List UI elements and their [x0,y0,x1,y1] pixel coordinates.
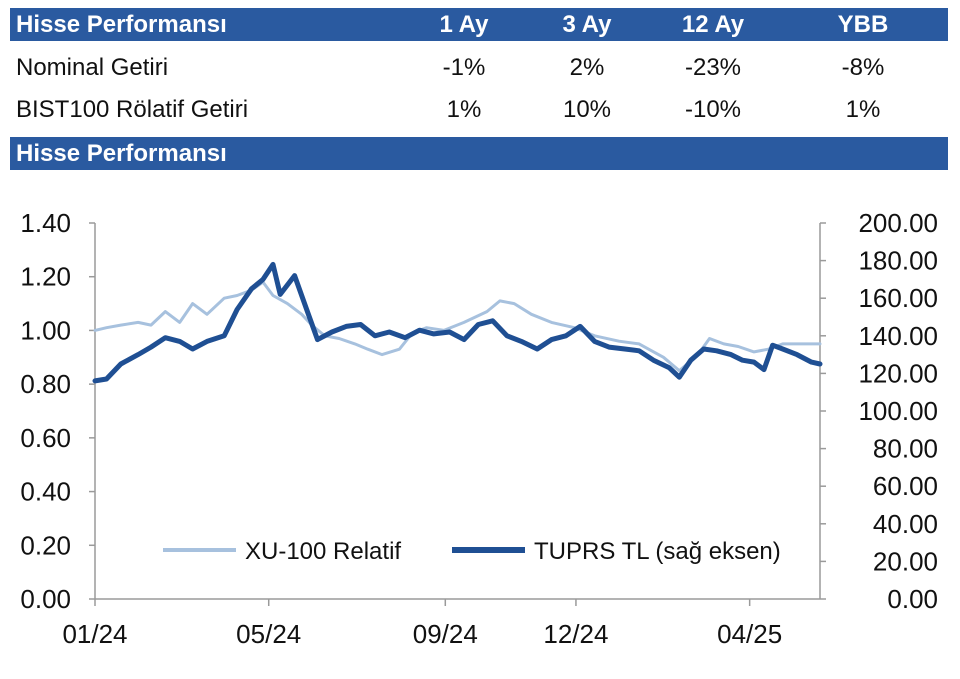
right-tick-label: 140.00 [858,321,938,351]
row-label: Nominal Getiri [16,54,169,81]
x-tick-label: 04/25 [717,619,782,649]
table-title: Hisse Performansı [16,11,227,38]
right-tick-label: 120.00 [858,358,938,388]
row-value: -8% [841,54,885,81]
right-tick-label: 200.00 [858,208,938,238]
chart-axes: 0.00 0.20 0.40 0.60 0.80 1.00 1.20 1.40 0.00 20.0… [20,208,938,649]
row-value: 10% [562,96,612,123]
right-tick-label: 100.00 [858,396,938,426]
legend-label-tuprs-tl: TUPRS TL (sağ eksen) [534,538,781,565]
row-value: -1% [442,54,486,81]
left-tick-label: 0.40 [20,477,71,507]
performance-chart: 0.00 0.20 0.40 0.60 0.80 1.00 1.20 1.40 0.00 20.0… [20,208,938,649]
left-tick-label: 1.00 [20,315,71,345]
table-row: Nominal Getiri -1% 2% -23% -8% [10,48,948,88]
left-tick-label: 1.40 [20,208,71,238]
row-value: -10% [684,96,742,123]
right-tick-label: 40.00 [873,509,938,539]
left-tick-label: 0.80 [20,369,71,399]
x-tick-label: 05/24 [236,619,301,649]
right-tick-label: 20.00 [873,546,938,576]
right-tick-label: 60.00 [873,471,938,501]
x-tick-label: 01/24 [62,619,127,649]
right-tick-label: 0.00 [887,584,938,614]
table-row: BIST100 Rölatif Getiri 1% 10% -10% 1% [10,90,948,130]
row-value: 1% [845,96,881,123]
row-value: -23% [684,54,742,81]
column-header-12ay: 12 Ay [681,11,745,38]
x-tick-label: 09/24 [413,619,478,649]
column-header-ybb: YBB [837,11,889,38]
legend-label-xu100-relatif: XU-100 Relatif [245,538,401,565]
left-tick-label: 0.20 [20,530,71,560]
column-header-1ay: 1 Ay [439,11,489,38]
column-header-3ay: 3 Ay [562,11,612,38]
chart-series [92,261,823,384]
right-tick-label: 80.00 [873,434,938,464]
x-tick-label: 12/24 [543,619,608,649]
series-line-tuprs-tl [92,261,823,384]
row-value: 2% [569,54,605,81]
chart-legend: XU-100 Relatif TUPRS TL (sağ eksen) [163,538,781,565]
right-tick-label: 180.00 [858,246,938,276]
chart-section-bar: Hisse Performansı [10,137,948,170]
series-line-xu100-relatif [93,280,822,373]
chart-section-title: Hisse Performansı [16,140,227,167]
table-header-bar: Hisse Performansı 1 Ay 3 Ay 12 Ay YBB [10,8,948,41]
row-value: 1% [446,96,482,123]
right-tick-label: 160.00 [858,283,938,313]
left-tick-label: 0.60 [20,423,71,453]
left-tick-label: 1.20 [20,262,71,292]
left-tick-label: 0.00 [20,584,71,614]
row-label: BIST100 Rölatif Getiri [16,96,249,123]
